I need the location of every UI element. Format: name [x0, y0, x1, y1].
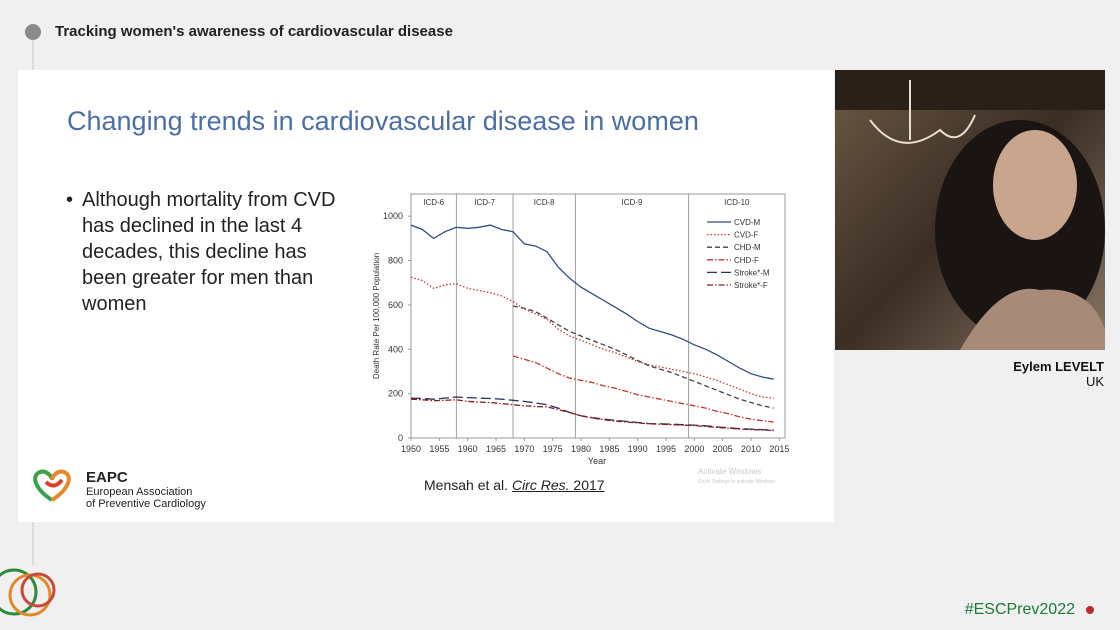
bullet-text: Although mortality from CVD has declined… [82, 189, 336, 315]
era-label: ICD-7 [474, 198, 495, 207]
eapc-logo: EAPC European Association of Preventive … [86, 469, 206, 510]
legend-label: Stroke*-F [734, 281, 768, 290]
series-line [410, 398, 774, 432]
speaker-name: Eylem LEVELT [1013, 359, 1104, 374]
y-axis-title: Death Rate Per 100,000 Population [372, 253, 381, 379]
x-tick-label: 1955 [429, 444, 449, 454]
watermark-subtitle: Go to Settings to activate Windows [698, 479, 776, 485]
y-tick-label: 200 [388, 389, 403, 399]
era-label: ICD-9 [622, 198, 643, 207]
x-tick-label: 2005 [713, 444, 733, 454]
slide-title: Changing trends in cardiovascular diseas… [67, 106, 699, 136]
x-tick-label: 1990 [628, 444, 648, 454]
era-label: ICD-6 [423, 198, 444, 207]
header-title: Tracking women's awareness of cardiovasc… [55, 23, 453, 40]
series-line [410, 396, 774, 431]
webcam [835, 70, 1105, 350]
x-tick-label: 1995 [656, 444, 676, 454]
citation: Mensah et al. Circ Res. 2017 [424, 477, 605, 493]
x-tick-label: 2015 [769, 444, 789, 454]
era-label: ICD-10 [724, 198, 750, 207]
era-label: ICD-8 [534, 198, 555, 207]
x-axis-title: Year [588, 456, 606, 466]
legend-label: CHD-M [734, 243, 761, 252]
citation-journal: Circ Res. [511, 477, 570, 493]
bullet-dot: • [66, 189, 74, 211]
x-tick-label: 2010 [741, 444, 761, 454]
y-tick-label: 600 [388, 300, 403, 310]
y-tick-label: 0 [398, 433, 403, 443]
y-tick-label: 400 [388, 344, 403, 354]
hashtag: #ESCPrev2022 [964, 601, 1075, 618]
speaker: Eylem LEVELT UK [1013, 359, 1104, 389]
esc-logo [0, 568, 56, 617]
series-line [410, 276, 774, 399]
x-tick-label: 1950 [401, 444, 421, 454]
legend-label: CHD-F [734, 256, 759, 265]
x-tick-label: 2000 [684, 444, 704, 454]
header-dot [25, 24, 41, 40]
bullet: • Although mortality from CVD has declin… [66, 187, 336, 317]
legend-label: CVD-F [734, 231, 759, 240]
legend-label: Stroke*-M [734, 268, 770, 277]
y-tick-label: 800 [388, 256, 403, 266]
series-line [512, 305, 774, 409]
x-tick-label: 1985 [599, 444, 619, 454]
speaker-country: UK [1085, 374, 1104, 389]
citation-authors: Mensah et al. [424, 477, 509, 493]
series-line [410, 224, 774, 380]
x-tick-label: 1965 [486, 444, 506, 454]
watermark: Activate Windows Go to Settings to activ… [698, 467, 776, 485]
logo-acronym: EAPC [86, 469, 128, 486]
plot-frame [410, 193, 786, 439]
series-line [512, 355, 774, 423]
logo-line: European Association [86, 486, 193, 498]
eapc-logo-mark [33, 469, 71, 502]
x-tick-label: 1975 [543, 444, 563, 454]
x-tick-label: 1960 [458, 444, 478, 454]
watermark-title: Activate Windows [698, 467, 761, 476]
logo-line: of Preventive Cardiology [86, 498, 206, 510]
citation-year: 2017 [573, 477, 605, 493]
x-tick-label: 1970 [514, 444, 534, 454]
x-tick-label: 1980 [571, 444, 591, 454]
legend-label: CVD-M [734, 218, 761, 227]
slide [18, 70, 834, 522]
hashtag-dot [1086, 606, 1094, 614]
y-tick-label: 1000 [383, 211, 403, 221]
